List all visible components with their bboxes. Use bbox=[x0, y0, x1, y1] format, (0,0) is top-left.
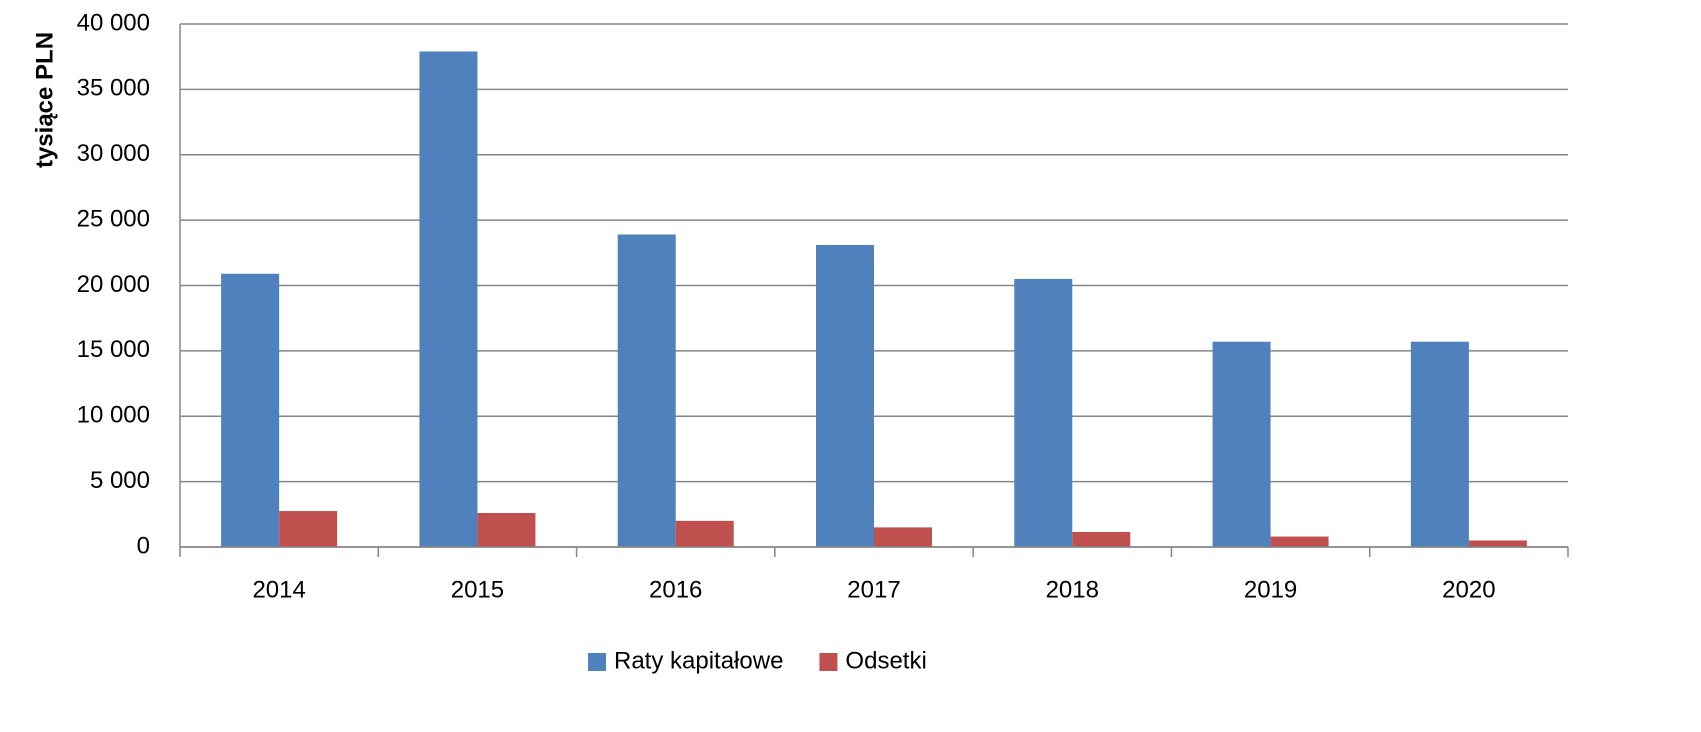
bar bbox=[1014, 278, 1073, 547]
y-tick-label: 40 000 bbox=[77, 9, 150, 36]
bar bbox=[1468, 540, 1527, 547]
x-tick-label: 2017 bbox=[847, 576, 900, 603]
y-tick-label: 25 000 bbox=[77, 205, 150, 232]
y-tick-label: 35 000 bbox=[77, 75, 150, 102]
bar bbox=[279, 511, 338, 547]
legend-swatch bbox=[588, 653, 606, 671]
bar bbox=[419, 51, 478, 548]
legend-label: Odsetki bbox=[845, 647, 926, 674]
bar bbox=[1270, 536, 1329, 547]
x-tick-label: 2018 bbox=[1046, 576, 1099, 603]
y-tick-label: 0 bbox=[137, 532, 150, 559]
bar bbox=[617, 234, 676, 547]
bar bbox=[1410, 341, 1469, 547]
x-tick-label: 2020 bbox=[1442, 576, 1495, 603]
bar bbox=[874, 527, 932, 547]
bar bbox=[1212, 341, 1271, 547]
y-tick-label: 10 000 bbox=[77, 402, 150, 429]
bar bbox=[221, 273, 280, 547]
y-axis-label: tysiące PLN bbox=[31, 32, 58, 168]
x-tick-label: 2014 bbox=[252, 576, 305, 603]
y-tick-label: 15 000 bbox=[77, 336, 150, 363]
bar bbox=[816, 244, 874, 547]
x-tick-label: 2016 bbox=[649, 576, 702, 603]
bar bbox=[675, 520, 734, 547]
x-tick-label: 2015 bbox=[451, 576, 504, 603]
y-tick-label: 5 000 bbox=[90, 467, 150, 494]
legend-label: Raty kapitałowe bbox=[614, 647, 783, 674]
y-tick-label: 30 000 bbox=[77, 140, 150, 167]
x-tick-label: 2019 bbox=[1244, 576, 1297, 603]
y-tick-label: 20 000 bbox=[77, 271, 150, 298]
bar bbox=[1072, 531, 1131, 547]
bar bbox=[477, 513, 536, 547]
legend-swatch bbox=[819, 653, 838, 671]
